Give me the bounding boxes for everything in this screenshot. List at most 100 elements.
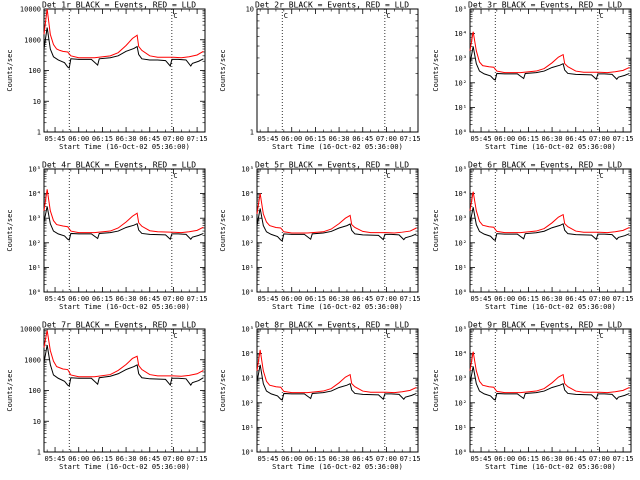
y-tick-label: 10² xyxy=(241,239,254,247)
chart-svg: Det 2r BLACK = Events, RED = LLD 1 10 05:45… xyxy=(219,1,421,152)
y-tick-label: 1 xyxy=(37,449,41,457)
series-events-line xyxy=(469,366,630,401)
y-tick-label: 1000 xyxy=(24,36,41,44)
series-events-line xyxy=(43,206,204,241)
y-tick-label: 10⁰ xyxy=(241,449,254,457)
x-axis-label: Start Time (16-Oct-02 05:36:00) xyxy=(272,143,403,151)
series-events-line xyxy=(469,46,630,81)
y-tick-label: 10⁰ xyxy=(454,449,467,457)
y-tick-label: 10¹ xyxy=(241,264,254,272)
y-tick-label: 10² xyxy=(241,399,254,407)
x-axis-label: Start Time (16-Oct-02 05:36:00) xyxy=(485,143,616,151)
x-tick-label: 07:15 xyxy=(187,455,208,463)
y-tick-label: 100 xyxy=(28,387,41,395)
y-tick-label: 10⁴ xyxy=(241,350,254,358)
x-tick-label: 05:45 xyxy=(258,295,279,303)
x-tick-label: 06:15 xyxy=(518,455,539,463)
annotation-marker: C xyxy=(386,12,390,20)
x-tick-label: 07:00 xyxy=(163,455,184,463)
y-tick-label: 10³ xyxy=(241,215,254,223)
x-tick-label: 07:15 xyxy=(613,455,634,463)
y-tick-label: 10⁰ xyxy=(28,289,41,297)
x-tick-label: 05:45 xyxy=(45,455,66,463)
x-tick-label: 06:15 xyxy=(92,455,113,463)
chart-svg: Det 6r BLACK = Events, RED = LLD 10⁰ 10¹ 10… xyxy=(432,161,634,312)
x-tick-label: 06:30 xyxy=(542,455,563,463)
x-tick-label: 06:30 xyxy=(116,295,137,303)
y-tick-label: 10³ xyxy=(241,375,254,383)
x-axis-label: Start Time (16-Oct-02 05:36:00) xyxy=(59,303,190,311)
x-tick-label: 06:15 xyxy=(305,455,326,463)
y-axis-label: Counts/sec xyxy=(432,209,440,251)
x-tick-label: 06:00 xyxy=(281,135,302,143)
chart-title: Det 7r BLACK = Events, RED = LLD xyxy=(42,321,196,330)
x-tick-label: 06:45 xyxy=(352,295,373,303)
x-tick-label: 05:45 xyxy=(471,135,492,143)
series-events-line xyxy=(469,207,630,242)
x-tick-label: 07:00 xyxy=(589,135,610,143)
y-tick-label: 10⁵ xyxy=(454,6,467,14)
y-tick-label: 1 xyxy=(37,129,41,137)
x-tick-label: 06:30 xyxy=(542,135,563,143)
annotation-marker: C xyxy=(173,332,177,340)
chart-svg: Det 8r BLACK = Events, RED = LLD 10⁰ 10¹ 10… xyxy=(219,321,421,472)
chart-svg: Det 5r BLACK = Events, RED = LLD 10⁰ 10¹ 10… xyxy=(219,161,421,312)
x-tick-label: 07:00 xyxy=(589,295,610,303)
chart-title: Det 4r BLACK = Events, RED = LLD xyxy=(42,161,196,170)
x-tick-label: 06:30 xyxy=(116,455,137,463)
x-tick-label: 07:00 xyxy=(589,455,610,463)
y-tick-label: 1 xyxy=(250,129,254,137)
x-tick-label: 07:15 xyxy=(400,135,421,143)
x-tick-label: 07:15 xyxy=(613,135,634,143)
series-lld-line xyxy=(43,330,204,378)
y-axis-label: Counts/sec xyxy=(219,369,227,411)
y-tick-label: 10⁴ xyxy=(454,350,467,358)
y-tick-label: 10 xyxy=(33,98,41,106)
x-axis-label: Start Time (16-Oct-02 05:36:00) xyxy=(59,463,190,471)
y-tick-label: 10¹ xyxy=(454,104,467,112)
series-lld-line xyxy=(43,189,204,234)
x-tick-label: 06:00 xyxy=(68,455,89,463)
y-tick-label: 10² xyxy=(454,79,467,87)
series-lld-line xyxy=(43,8,204,59)
x-tick-label: 06:45 xyxy=(565,295,586,303)
plot-frame xyxy=(469,328,632,453)
x-tick-label: 06:30 xyxy=(329,455,350,463)
x-tick-label: 07:15 xyxy=(187,135,208,143)
detector-panel-2: Det 2r BLACK = Events, RED = LLD 1 10 05:45… xyxy=(213,0,426,160)
y-tick-label: 10⁵ xyxy=(28,166,41,174)
series-lld-line xyxy=(256,349,417,394)
y-tick-label: 10⁵ xyxy=(241,166,254,174)
y-tick-label: 10⁰ xyxy=(241,289,254,297)
y-tick-label: 10⁴ xyxy=(241,190,254,198)
x-tick-label: 05:45 xyxy=(45,295,66,303)
x-tick-label: 06:30 xyxy=(116,135,137,143)
x-tick-label: 06:00 xyxy=(494,455,515,463)
y-tick-label: 10⁵ xyxy=(454,166,467,174)
annotation-marker: C xyxy=(284,12,288,20)
y-tick-label: 10¹ xyxy=(28,264,41,272)
x-tick-label: 06:45 xyxy=(139,135,160,143)
y-tick-label: 10⁴ xyxy=(454,190,467,198)
detector-panel-1: Det 1r BLACK = Events, RED = LLD 1 10 100 10… xyxy=(0,0,213,160)
chart-title: Det 6r BLACK = Events, RED = LLD xyxy=(468,161,622,170)
series-lld-line xyxy=(469,351,630,394)
series-lld-line xyxy=(256,193,417,234)
x-tick-label: 06:15 xyxy=(518,295,539,303)
chart-title: Det 3r BLACK = Events, RED = LLD xyxy=(468,1,622,10)
series-events-line xyxy=(256,364,417,401)
y-tick-label: 10⁰ xyxy=(454,289,467,297)
detector-panel-8: Det 8r BLACK = Events, RED = LLD 10⁰ 10¹ 10… xyxy=(213,320,426,480)
annotation-marker: C xyxy=(599,172,603,180)
chart-title: Det 1r BLACK = Events, RED = LLD xyxy=(42,1,196,10)
y-tick-label: 10⁴ xyxy=(454,30,467,38)
x-tick-label: 06:15 xyxy=(305,295,326,303)
detector-panel-5: Det 5r BLACK = Events, RED = LLD 10⁰ 10¹ 10… xyxy=(213,160,426,320)
x-tick-label: 07:00 xyxy=(376,455,397,463)
x-axis-label: Start Time (16-Oct-02 05:36:00) xyxy=(272,463,403,471)
x-tick-label: 07:00 xyxy=(376,135,397,143)
chart-svg: Det 4r BLACK = Events, RED = LLD 10⁰ 10¹ 10… xyxy=(6,161,208,312)
x-tick-label: 07:15 xyxy=(613,295,634,303)
chart-svg: Det 1r BLACK = Events, RED = LLD 1 10 100 10… xyxy=(6,1,208,152)
